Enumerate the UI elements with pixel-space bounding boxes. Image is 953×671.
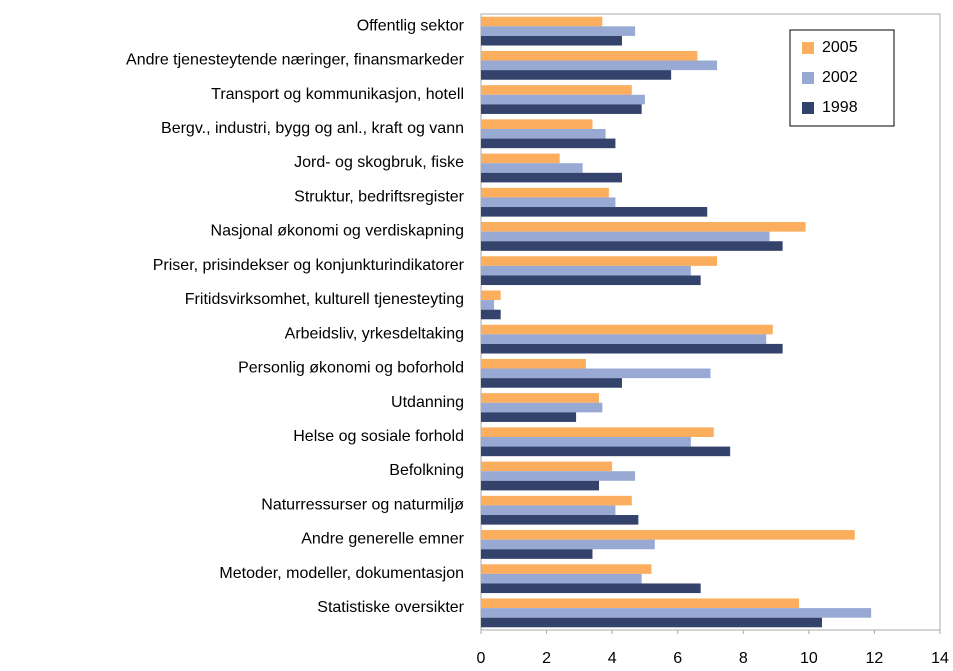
bar [481, 393, 600, 403]
bar [481, 573, 642, 584]
y-tick-label: Priser, prisindekser og konjunkturindika… [153, 257, 465, 274]
bar [481, 564, 652, 574]
bar [481, 35, 622, 46]
x-tick-label: 6 [673, 650, 682, 666]
bar [481, 138, 616, 149]
bar [481, 515, 639, 525]
y-tick-label: Andre tjenesteytende næringer, finansmar… [126, 52, 465, 69]
bar [481, 324, 773, 335]
x-tick-label: 14 [931, 650, 949, 666]
y-tick-label: Struktur, bedriftsregister [294, 188, 465, 205]
y-tick-label: Metoder, modeller, dokumentasjon [219, 565, 464, 582]
bar [481, 163, 583, 173]
bar [481, 153, 560, 164]
bar [481, 471, 636, 481]
legend-label: 2002 [822, 69, 858, 86]
bar [481, 16, 603, 27]
bar [481, 343, 783, 354]
bar [481, 427, 714, 437]
x-tick-label: 12 [866, 650, 884, 666]
bar [481, 50, 698, 61]
y-tick-label: Helse og sosiale forhold [293, 428, 464, 445]
y-tick-label: Statistiske oversikter [317, 599, 464, 616]
x-tick-label: 10 [800, 650, 818, 666]
bar [481, 436, 691, 447]
legend-label: 2005 [822, 39, 858, 56]
bar [481, 358, 586, 369]
bar [481, 402, 603, 413]
bar [481, 60, 718, 71]
y-tick-label: Transport og kommunikasjon, hotell [211, 86, 464, 103]
bar [481, 172, 622, 183]
bar [481, 412, 577, 422]
bar [481, 583, 701, 594]
y-tick-label: Personlig økonomi og boforhold [238, 360, 464, 377]
bar [481, 505, 616, 516]
y-tick-label: Andre generelle emner [301, 531, 464, 548]
x-tick-label: 8 [739, 650, 748, 666]
y-tick-label: Nasjonal økonomi og verdiskapning [211, 223, 464, 240]
bar [481, 265, 691, 276]
bar [481, 334, 767, 344]
bar [481, 608, 872, 618]
bar [481, 207, 708, 217]
bar [481, 85, 632, 95]
bar [481, 368, 711, 379]
bar [481, 530, 855, 540]
bar [481, 378, 622, 388]
bar [481, 94, 645, 105]
bar [481, 290, 501, 301]
bar [481, 128, 606, 139]
bar [481, 617, 822, 628]
y-tick-label: Offentlig sektor [357, 17, 465, 34]
y-tick-label: Arbeidsliv, yrkesdeltaking [285, 325, 464, 342]
bar [481, 446, 731, 457]
y-tick-label: Jord- og skogbruk, fiske [294, 154, 464, 171]
x-tick-label: 0 [477, 650, 486, 666]
legend-swatch [802, 42, 814, 54]
y-tick-label: Fritidsvirksomhet, kulturell tjenesteyti… [185, 291, 464, 308]
plot-area [480, 13, 941, 631]
bar [481, 104, 642, 114]
x-tick-label: 4 [608, 650, 617, 666]
bar [481, 70, 672, 80]
bar [481, 222, 806, 232]
bar [481, 187, 609, 198]
bar [481, 309, 501, 320]
bar [481, 300, 495, 310]
bar [481, 231, 770, 242]
legend-swatch [802, 72, 814, 84]
bar [481, 275, 701, 286]
x-tick-label: 2 [542, 650, 551, 666]
legend-label: 1998 [822, 99, 858, 116]
bar [481, 256, 718, 266]
bar [481, 598, 800, 609]
y-tick-label: Naturressurser og naturmiljø [261, 496, 464, 513]
bar [481, 539, 655, 550]
y-tick-label: Utdanning [391, 394, 464, 411]
bar [481, 119, 593, 129]
bar [481, 480, 600, 491]
bar [481, 461, 613, 472]
bar [481, 549, 593, 559]
bar [481, 495, 632, 506]
bar [481, 197, 616, 208]
y-tick-label: Befolkning [389, 462, 464, 479]
bar [481, 241, 783, 251]
legend-swatch [802, 102, 814, 114]
bar [481, 26, 636, 36]
y-tick-label: Bergv., industri, bygg og anl., kraft og… [161, 120, 464, 137]
